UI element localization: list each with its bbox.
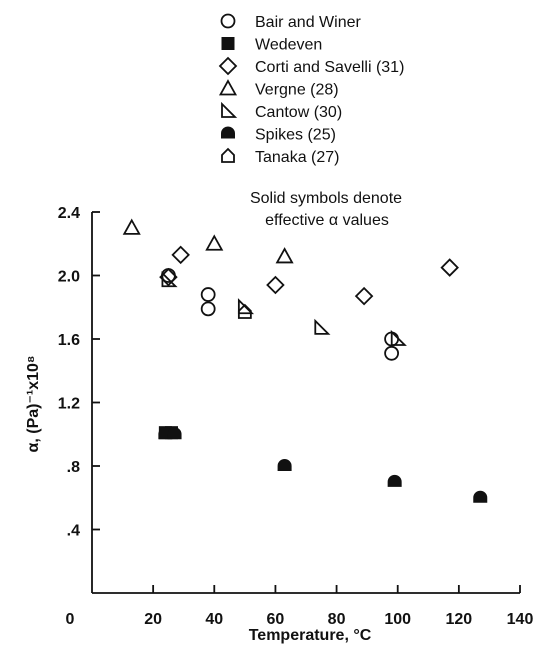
data-point-s6-4 bbox=[387, 474, 402, 487]
legend-label-5: Cantow (30) bbox=[255, 104, 342, 121]
x-tick-label: 100 bbox=[384, 611, 411, 628]
x-tick-label: 120 bbox=[446, 611, 473, 628]
data-point-s4-3 bbox=[275, 247, 294, 264]
data-points bbox=[122, 218, 488, 503]
legend-label-6: Spikes (25) bbox=[255, 127, 336, 144]
legend: Bair and Winer Wedeven Corti and Savelli (… bbox=[218, 13, 404, 166]
data-point-s6-2 bbox=[167, 427, 182, 440]
y-axis-label: α, (Pa)⁻¹x10⁸ bbox=[25, 356, 42, 453]
x-tick-label: 60 bbox=[267, 611, 285, 628]
y-tick-label: .4 bbox=[67, 523, 80, 540]
x-tick-label: 20 bbox=[144, 611, 162, 628]
x-tick-label: 0 bbox=[66, 611, 75, 628]
data-point-s4-1 bbox=[122, 218, 141, 235]
legend-marker-2 bbox=[221, 37, 235, 50]
legend-label-2: Wedeven bbox=[255, 37, 322, 54]
legend-label-3: Corti and Savelli (31) bbox=[255, 59, 404, 76]
data-point-s4-2 bbox=[205, 234, 224, 251]
y-tick-label: 2.0 bbox=[58, 269, 80, 286]
legend-marker-5 bbox=[221, 101, 238, 118]
x-axis-label: Temperature, °C bbox=[249, 627, 372, 644]
x-tick-label: 40 bbox=[205, 611, 223, 628]
data-point-s3-2 bbox=[171, 245, 190, 265]
data-point-s5-3 bbox=[314, 318, 331, 335]
data-point-s7-1 bbox=[237, 303, 252, 319]
legend-marker-4 bbox=[218, 79, 238, 96]
data-point-s6-3 bbox=[277, 459, 292, 471]
y-tick-label: .8 bbox=[67, 459, 80, 476]
legend-note-line-2: effective α values bbox=[265, 212, 389, 229]
data-point-s1-3 bbox=[200, 301, 216, 317]
x-tick-label: 80 bbox=[328, 611, 346, 628]
y-tick-label: 2.4 bbox=[58, 205, 80, 222]
x-tick-label: 140 bbox=[507, 611, 534, 628]
y-tick-label: 1.6 bbox=[58, 332, 80, 349]
data-point-s1-2 bbox=[200, 287, 216, 302]
legend-marker-1 bbox=[220, 13, 236, 29]
data-point-s3-5 bbox=[440, 258, 459, 277]
legend-label-1: Bair and Winer bbox=[255, 14, 361, 31]
legend-marker-7 bbox=[221, 147, 235, 163]
data-point-s5-4 bbox=[390, 329, 407, 346]
y-tick-label: 1.2 bbox=[58, 396, 80, 413]
legend-label-4: Vergne (28) bbox=[255, 82, 339, 99]
legend-label-7: Tanaka (27) bbox=[255, 149, 340, 166]
legend-marker-3 bbox=[218, 56, 238, 76]
data-point-s5-1 bbox=[161, 271, 178, 288]
data-point-s3-4 bbox=[354, 286, 374, 306]
data-point-s6-5 bbox=[473, 490, 488, 503]
axes: .4 .8 1.2 1.6 2.0 2.4 0 20 40 60 80 100 120 140 bbox=[58, 205, 534, 628]
data-point-s1-5 bbox=[384, 345, 400, 361]
legend-note-line-1: Solid symbols denote bbox=[250, 190, 402, 207]
data-point-s3-3 bbox=[266, 275, 285, 295]
legend-marker-6 bbox=[221, 126, 235, 139]
